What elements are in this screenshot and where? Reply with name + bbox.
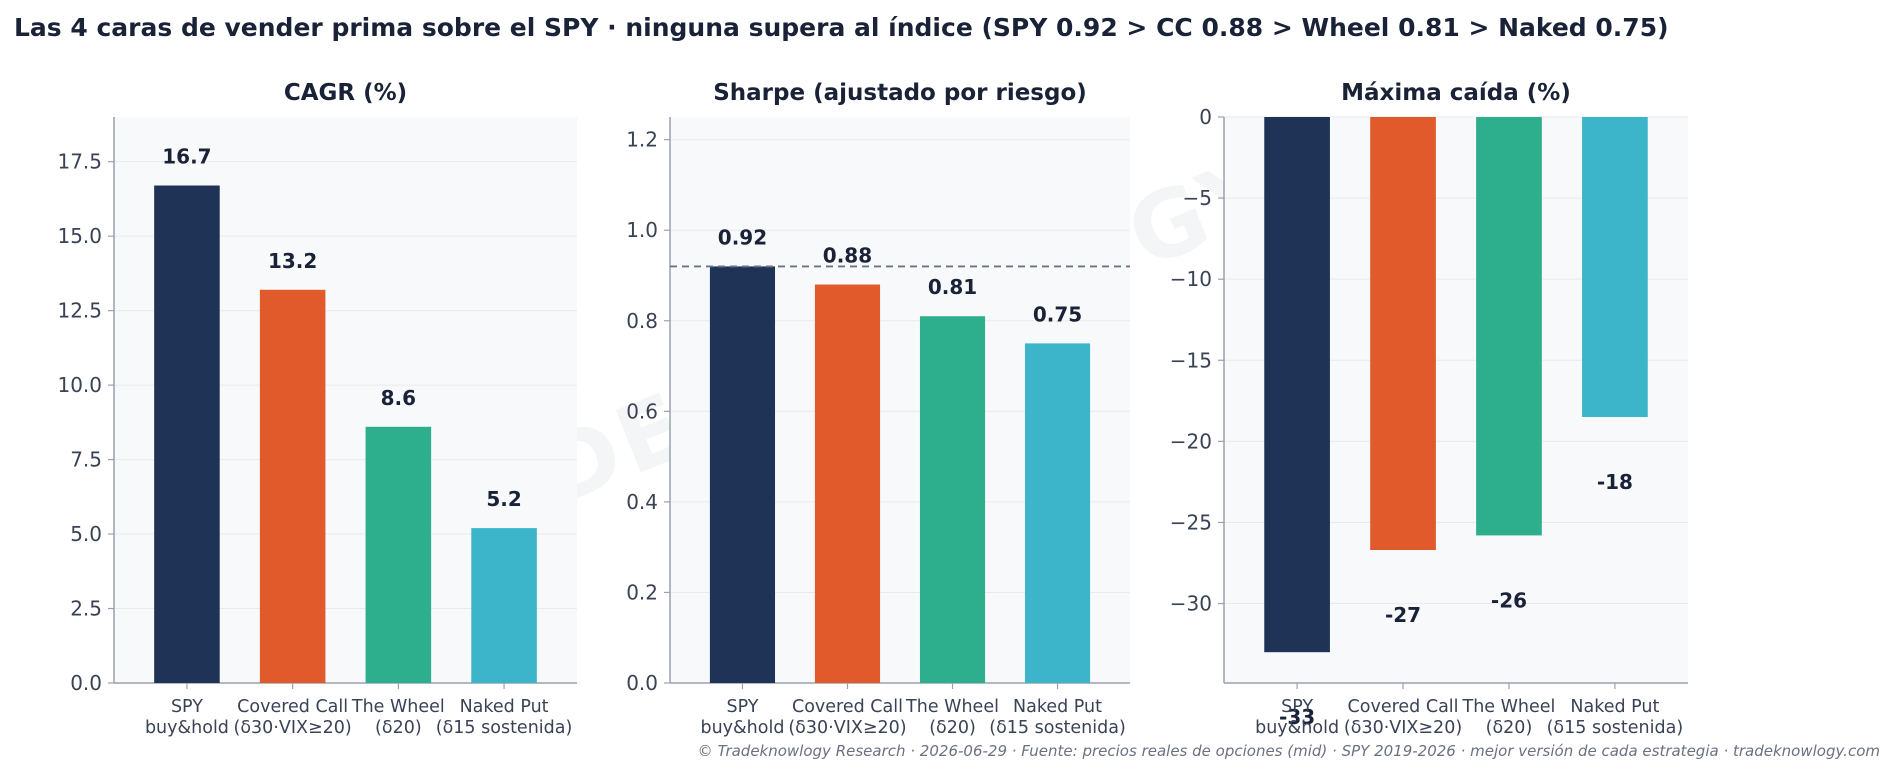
y-tick-label: 0.2 — [626, 580, 658, 604]
bar-2 — [259, 289, 326, 683]
y-tick-label: 2.5 — [70, 597, 102, 621]
panel-title: CAGR (%) — [284, 80, 407, 106]
x-tick-label: The Wheel — [1462, 697, 1556, 717]
panel-title: Sharpe (ajustado por riesgo) — [713, 80, 1087, 106]
x-tick-label: Covered Call — [792, 697, 903, 717]
x-tick-label: buy&hold — [700, 718, 784, 738]
y-tick-label: −20 — [1170, 429, 1212, 453]
x-tick-label: (δ30·VIX≥20) — [788, 718, 906, 738]
y-tick-label: 17.5 — [57, 150, 102, 174]
y-tick-label: 12.5 — [57, 299, 102, 323]
x-tick-label: (δ20) — [1486, 718, 1533, 738]
bar-4 — [1024, 343, 1091, 683]
bar-4 — [471, 528, 537, 683]
y-tick-label: 10.0 — [57, 373, 102, 397]
x-tick-label: (δ30·VIX≥20) — [1344, 718, 1462, 738]
bar-4 — [1582, 117, 1648, 418]
data-label: 8.6 — [381, 386, 416, 410]
y-tick-label: 7.5 — [70, 448, 102, 472]
data-label: 13.2 — [268, 249, 317, 273]
y-tick-label: −30 — [1170, 592, 1212, 616]
bar-3 — [919, 316, 986, 683]
x-tick-label: SPY — [726, 697, 758, 717]
y-tick-label: 5.0 — [70, 522, 102, 546]
y-tick-label: 0.4 — [626, 490, 658, 514]
bar-3 — [1476, 117, 1542, 536]
data-label: -26 — [1491, 588, 1527, 612]
x-tick-label: Naked Put — [1570, 697, 1659, 717]
chart-panel-2: 0.0 0.2 0.4 0.6 0.8 1.0 1.2 Sharpe (ajustado po… — [626, 80, 1130, 738]
data-label: -33 — [1279, 705, 1315, 729]
bar-2 — [1370, 117, 1436, 551]
y-tick-label: 1.0 — [626, 218, 658, 242]
chart-panels: 0.0 2.5 5.0 7.5 10.0 12.5 15.0 17.5 CAGR (%) 16.7… — [57, 80, 1688, 738]
x-tick-label: Naked Put — [1013, 697, 1102, 717]
x-tick-label: Covered Call — [237, 697, 348, 717]
bar-3 — [365, 426, 432, 683]
x-tick-label: buy&hold — [145, 718, 229, 738]
data-label: 5.2 — [486, 487, 521, 511]
data-label: 0.81 — [928, 275, 977, 299]
x-tick-label: The Wheel — [351, 697, 445, 717]
x-tick-label: SPY — [171, 697, 203, 717]
y-tick-label: −5 — [1183, 186, 1212, 210]
x-tick-label: (δ15 sostenida) — [989, 718, 1126, 738]
x-tick-label: SPY — [1281, 697, 1313, 717]
x-tick-label: (δ15 sostenida) — [1547, 718, 1684, 738]
chart-panel-1: 0.0 2.5 5.0 7.5 10.0 12.5 15.0 17.5 CAGR (%) 16.7… — [57, 80, 577, 738]
bar-1 — [1264, 117, 1330, 653]
x-tick-label: (δ15 sostenida) — [436, 718, 573, 738]
footer-credits: © Tradeknowlogy Research · 2026-06-29 · … — [698, 742, 1880, 760]
panel-title: Máxima caída (%) — [1341, 80, 1571, 106]
x-tick-label: (δ20) — [929, 718, 976, 738]
data-label: -27 — [1385, 603, 1421, 627]
bar-2 — [814, 284, 881, 683]
bar-1 — [154, 185, 220, 683]
y-tick-label: −25 — [1170, 510, 1212, 534]
x-tick-label: (δ30·VIX≥20) — [234, 718, 352, 738]
x-tick-label: (δ20) — [375, 718, 422, 738]
x-tick-label: The Wheel — [905, 697, 999, 717]
y-tick-label: 0.0 — [70, 671, 102, 695]
y-tick-label: 0.6 — [626, 399, 658, 423]
y-tick-label: 15.0 — [57, 224, 102, 248]
y-tick-label: 1.2 — [626, 128, 658, 152]
bar-1 — [709, 266, 776, 683]
x-tick-label: Covered Call — [1348, 697, 1459, 717]
y-tick-label: −10 — [1170, 267, 1212, 291]
data-label: 0.75 — [1033, 302, 1082, 326]
y-tick-label: 0.8 — [626, 309, 658, 333]
y-tick-label: −15 — [1170, 348, 1212, 372]
data-label: -18 — [1597, 470, 1633, 494]
x-tick-label: Naked Put — [460, 697, 549, 717]
data-label: 0.92 — [718, 225, 767, 249]
data-label: 0.88 — [823, 244, 872, 268]
x-tick-label: buy&hold — [1255, 718, 1339, 738]
data-label: 16.7 — [162, 145, 211, 169]
figure-title: Las 4 caras de vender prima sobre el SPY… — [14, 13, 1669, 42]
y-tick-label: 0 — [1199, 105, 1212, 129]
y-tick-label: 0.0 — [626, 671, 658, 695]
chart-panel-3: 0 −5 −10 −15 −20 −25 −30 Máxima caída (%) -33SPY… — [1170, 80, 1688, 738]
